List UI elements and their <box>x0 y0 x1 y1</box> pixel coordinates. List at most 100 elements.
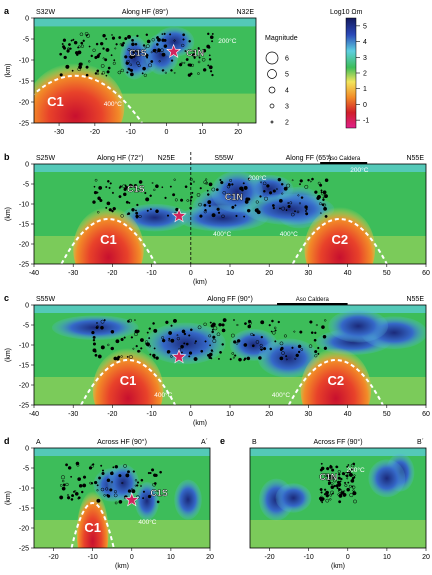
center-left-direction-label: N25E <box>158 155 176 162</box>
earthquake-hypocenter <box>291 346 294 349</box>
earthquake-hypocenter <box>150 468 155 472</box>
earthquake-hypocenter <box>291 179 294 182</box>
magnitude-label: 5 <box>285 72 289 79</box>
earthquake-hypocenter <box>77 45 81 49</box>
earthquake-hypocenter <box>203 180 208 185</box>
resistive-body <box>368 459 406 498</box>
earthquake-hypocenter <box>322 497 325 501</box>
deep-conductive-wash <box>250 520 426 548</box>
earthquake-hypocenter <box>305 210 307 212</box>
earthquake-hypocenter <box>128 355 133 359</box>
earthquake-hypocenter <box>66 496 71 500</box>
resistive-body <box>144 322 226 365</box>
earthquake-hypocenter <box>135 188 140 193</box>
earthquake-hypocenter <box>325 493 330 498</box>
earthquake-hypocenter <box>329 493 333 497</box>
magnitude-label: 2 <box>285 120 289 127</box>
earthquake-hypocenter <box>327 481 332 485</box>
x-tick-label: -10 <box>147 270 157 277</box>
earthquake-hypocenter <box>147 494 152 499</box>
earthquake-hypocenter <box>120 214 124 218</box>
earthquake-hypocenter <box>335 465 339 469</box>
x-tick-label: 50 <box>383 411 391 418</box>
earthquake-hypocenter <box>61 43 64 46</box>
earthquake-hypocenter <box>82 475 87 479</box>
earthquake-hypocenter <box>323 493 327 496</box>
y-tick-label: -15 <box>19 79 29 86</box>
earthquake-hypocenter <box>59 52 63 56</box>
earthquake-hypocenter <box>325 490 329 495</box>
earthquake-hypocenter <box>95 42 99 46</box>
earthquake-hypocenter <box>132 470 135 473</box>
earthquake-hypocenter <box>198 202 202 207</box>
earthquake-hypocenter <box>220 180 224 185</box>
earthquake-hypocenter <box>211 73 214 77</box>
earthquake-hypocenter <box>350 468 353 471</box>
magnitude-label: 4 <box>285 88 289 95</box>
earthquake-hypocenter <box>62 479 65 483</box>
earthquake-hypocenter <box>181 329 186 334</box>
earthquake-hypocenter <box>352 468 355 471</box>
earthquake-hypocenter <box>326 468 329 471</box>
earthquake-hypocenter <box>135 344 138 348</box>
isotherm-400c <box>80 359 177 405</box>
earthquake-hypocenter <box>202 48 207 53</box>
earthquake-hypocenter <box>110 346 115 351</box>
earthquake-hypocenter <box>299 179 303 183</box>
earthquake-hypocenter <box>243 343 248 347</box>
earthquake-hypocenter <box>102 33 106 38</box>
earthquake-hypocenter <box>106 494 111 498</box>
earthquake-hypocenter <box>320 491 323 494</box>
earthquake-hypocenter <box>255 200 259 204</box>
isotherm-400c <box>70 502 115 548</box>
x-tick-label: -10 <box>147 411 157 418</box>
left-direction-label: S25W <box>36 155 55 162</box>
earthquake-hypocenter <box>243 185 248 190</box>
x-tick-label: -20 <box>107 270 117 277</box>
earthquake-hypocenter <box>127 34 132 39</box>
y-axis-label: (km) <box>5 207 12 221</box>
earthquake-hypocenter <box>193 56 196 59</box>
earthquake-hypocenter <box>180 344 184 349</box>
earthquake-hypocenter <box>133 184 138 188</box>
earthquake-hypocenter <box>59 495 64 500</box>
earthquake-hypocenter <box>338 488 341 491</box>
earthquake-hypocenter <box>138 180 143 184</box>
earthquake-hypocenter <box>131 489 136 494</box>
colorbar-tick-label: 1 <box>363 86 367 93</box>
earthquake-hypocenter <box>283 334 287 338</box>
body-label-c1n: C1N <box>319 472 337 482</box>
earthquake-hypocenter <box>246 208 251 213</box>
earthquake-hypocenter <box>204 208 207 212</box>
earthquake-hypocenter <box>154 48 157 51</box>
earthquake-hypocenter <box>208 355 212 359</box>
earthquake-hypocenter <box>107 343 110 347</box>
earthquake-hypocenter <box>112 206 116 211</box>
earthquake-hypocenter <box>287 204 291 209</box>
earthquake-hypocenter <box>182 38 185 41</box>
earthquake-hypocenter <box>65 482 69 487</box>
earthquake-hypocenter <box>304 184 309 189</box>
earthquake-hypocenter <box>206 193 210 196</box>
earthquake-hypocenter <box>92 48 96 52</box>
earthquake-hypocenter <box>142 497 145 500</box>
panel-d: d A A´ Across HF (90°) C1S C1 400°C 0 -5 -10 -15 -2… <box>4 436 214 570</box>
earthquake-hypocenter <box>242 182 245 185</box>
earthquake-hypocenter <box>266 184 270 188</box>
earthquake-hypocenter <box>315 324 318 327</box>
earthquake-hypocenter <box>322 334 327 339</box>
earthquake-hypocenter <box>109 488 113 492</box>
earthquake-hypocenter <box>128 55 131 58</box>
earthquake-hypocenter <box>178 63 183 67</box>
earthquake-hypocenter <box>115 43 118 46</box>
earthquake-hypocenter <box>161 38 165 42</box>
earthquake-hypocenter <box>231 183 234 186</box>
earthquake-hypocenter <box>134 479 138 482</box>
earthquake-hypocenter <box>105 74 108 77</box>
earthquake-hypocenter <box>128 201 131 204</box>
earthquake-hypocenter <box>202 68 207 72</box>
earthquake-hypocenter <box>322 190 327 195</box>
earthquake-hypocenter <box>346 477 349 480</box>
earthquake-hypocenter <box>189 199 192 202</box>
earthquake-hypocenter <box>77 67 82 72</box>
